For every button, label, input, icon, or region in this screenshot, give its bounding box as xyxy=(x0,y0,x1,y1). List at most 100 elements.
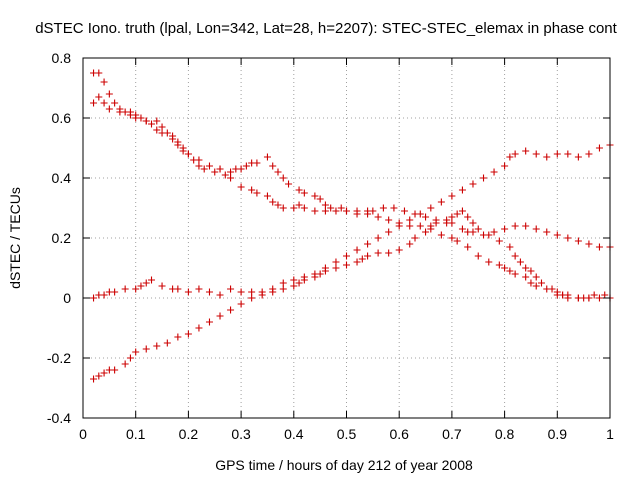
data-point xyxy=(516,258,524,266)
data-point xyxy=(474,252,482,260)
data-point xyxy=(90,99,98,107)
data-point xyxy=(216,165,224,173)
data-point xyxy=(564,234,572,242)
x-tick-label: 0 xyxy=(79,426,87,442)
data-point xyxy=(448,192,456,200)
x-axis-label: GPS time / hours of day 212 of year 2008 xyxy=(215,457,473,473)
data-point xyxy=(395,246,403,254)
data-point xyxy=(464,213,472,221)
data-point xyxy=(543,153,551,161)
data-point xyxy=(400,207,408,215)
data-point xyxy=(522,273,530,281)
data-point xyxy=(253,189,261,197)
data-point xyxy=(105,105,113,113)
data-point xyxy=(511,222,519,230)
data-point xyxy=(142,345,150,353)
data-point xyxy=(385,216,393,224)
data-point xyxy=(132,111,140,119)
data-point xyxy=(495,237,503,245)
data-point xyxy=(263,192,271,200)
data-point xyxy=(453,210,461,218)
data-point xyxy=(422,228,430,236)
data-point xyxy=(195,162,203,170)
data-point xyxy=(532,282,540,290)
data-point xyxy=(437,231,445,239)
data-points xyxy=(90,69,614,383)
data-point xyxy=(548,285,556,293)
data-point xyxy=(274,168,282,176)
data-point xyxy=(111,288,119,296)
data-point xyxy=(269,285,277,293)
data-point xyxy=(585,294,593,302)
data-point xyxy=(216,291,224,299)
data-point xyxy=(237,288,245,296)
data-point xyxy=(100,99,108,107)
axis-ticks: 0 0.1 0.2 0.3 0.4 0.5 0.6 0.7 0.8 0.9 1 -0.4 -0.2 0 0.… xyxy=(47,50,614,442)
data-point xyxy=(595,294,603,302)
data-point xyxy=(158,282,166,290)
y-tick-label: 0.8 xyxy=(52,50,72,66)
data-point xyxy=(285,180,293,188)
data-point xyxy=(205,162,213,170)
data-point xyxy=(332,258,340,266)
data-point xyxy=(184,288,192,296)
data-point xyxy=(126,108,134,116)
data-point xyxy=(369,207,377,215)
data-point xyxy=(453,237,461,245)
data-point xyxy=(95,69,103,77)
data-point xyxy=(105,90,113,98)
x-tick-label: 0.6 xyxy=(389,426,409,442)
data-point xyxy=(121,360,129,368)
data-point xyxy=(321,264,329,272)
data-point xyxy=(501,264,509,272)
data-point xyxy=(248,186,256,194)
data-point xyxy=(311,207,319,215)
data-point xyxy=(279,204,287,212)
data-point xyxy=(258,288,266,296)
data-point xyxy=(200,165,208,173)
y-tick-label: 0.2 xyxy=(52,230,72,246)
data-point xyxy=(100,369,108,377)
data-point xyxy=(137,282,145,290)
data-point xyxy=(227,285,235,293)
data-point xyxy=(353,246,361,254)
data-point xyxy=(295,279,303,287)
y-tick-label: 0.6 xyxy=(52,110,72,126)
data-point xyxy=(295,201,303,209)
data-point xyxy=(337,204,345,212)
data-point xyxy=(574,294,582,302)
data-point xyxy=(190,156,198,164)
data-point xyxy=(153,117,161,125)
chart-title: dSTEC Iono. truth (lpal, Lon=342, Lat=28… xyxy=(35,20,617,37)
data-point xyxy=(595,243,603,251)
y-tick-label: 0.4 xyxy=(52,170,72,186)
data-point xyxy=(195,324,203,332)
data-point xyxy=(364,240,372,248)
data-point xyxy=(532,273,540,281)
data-point xyxy=(111,99,119,107)
x-tick-label: 0.7 xyxy=(442,426,462,442)
data-point xyxy=(553,231,561,239)
data-point xyxy=(95,372,103,380)
data-point xyxy=(279,285,287,293)
x-tick-label: 0.4 xyxy=(284,426,304,442)
data-point xyxy=(248,288,256,296)
data-point xyxy=(390,204,398,212)
data-point xyxy=(501,225,509,233)
y-axis-label: dSTEC / TECUs xyxy=(7,187,23,289)
data-point xyxy=(237,165,245,173)
data-point xyxy=(495,261,503,269)
data-point xyxy=(269,198,277,206)
data-point xyxy=(311,192,319,200)
data-point xyxy=(416,222,424,230)
data-point xyxy=(511,150,519,158)
data-point xyxy=(316,195,324,203)
data-point xyxy=(395,222,403,230)
data-point xyxy=(274,201,282,209)
data-point xyxy=(506,267,514,275)
data-point xyxy=(358,255,366,263)
data-point xyxy=(163,129,171,137)
data-point xyxy=(374,234,382,242)
data-point xyxy=(480,174,488,182)
data-point xyxy=(458,225,466,233)
